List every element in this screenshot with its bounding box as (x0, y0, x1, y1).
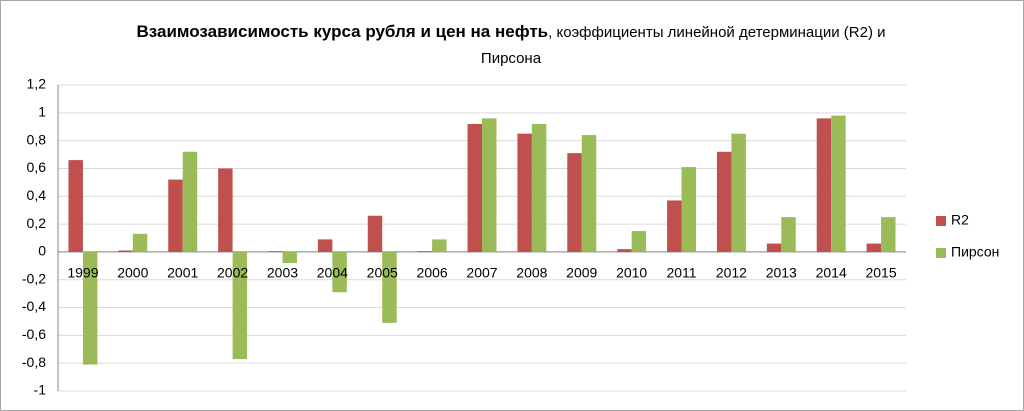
bar (716, 151, 732, 252)
bar (766, 243, 782, 252)
bar (268, 251, 283, 252)
bar (517, 133, 532, 252)
chart-subtitle: , коэффициенты линейной детерминации (R2… (480, 24, 886, 67)
legend-label: R2 (951, 212, 969, 228)
bar (467, 123, 482, 252)
y-tick-label: 1,2 (27, 76, 47, 92)
bar (482, 118, 497, 252)
bar (617, 249, 632, 252)
x-tick-label: 2001 (167, 265, 198, 281)
x-tick-label: 2005 (367, 265, 398, 281)
y-tick-label: -0,4 (22, 298, 46, 314)
bar (531, 123, 547, 252)
bar (731, 133, 746, 252)
x-tick-label: 2012 (716, 265, 747, 281)
bar (816, 118, 832, 252)
bar (432, 239, 447, 252)
chart-title: Взаимозависимость курса рубля и цен на н… (136, 22, 549, 41)
bar (367, 215, 383, 252)
x-tick-label: 2008 (516, 265, 547, 281)
x-tick-label: 2015 (865, 265, 896, 281)
bar (282, 251, 297, 264)
bar (382, 251, 397, 323)
bar (232, 251, 248, 360)
y-tick-label: -1 (34, 382, 47, 398)
bar (581, 135, 597, 252)
legend-label: Пирсон (951, 244, 999, 260)
bar (781, 217, 796, 252)
y-tick-label: -0,6 (22, 326, 46, 342)
bar (118, 250, 133, 252)
x-tick-label: 2002 (217, 265, 248, 281)
bar (417, 251, 433, 252)
bar (881, 217, 896, 252)
x-tick-label: 2006 (417, 265, 448, 281)
legend-swatch (936, 248, 946, 258)
bar (68, 160, 83, 252)
bar (332, 251, 347, 293)
bar (567, 153, 582, 252)
bar (182, 151, 198, 252)
x-tick-label: 2014 (816, 265, 847, 281)
x-tick-label: 2010 (616, 265, 647, 281)
x-tick-label: 2003 (267, 265, 298, 281)
y-tick-label: 0,4 (27, 187, 47, 203)
y-tick-label: 1 (38, 104, 46, 120)
x-tick-label: 1999 (67, 265, 98, 281)
chart-title-block: Взаимозависимость курса рубля и цен на н… (111, 19, 911, 72)
x-tick-label: 2011 (666, 265, 696, 281)
y-tick-label: 0 (38, 243, 46, 259)
bar (866, 243, 882, 252)
bar (631, 231, 647, 252)
bar (82, 251, 98, 365)
x-tick-label: 2007 (466, 265, 497, 281)
y-tick-label: 0,2 (27, 215, 47, 231)
x-tick-label: 2000 (117, 265, 148, 281)
x-tick-label: 2013 (766, 265, 797, 281)
bar (168, 179, 183, 252)
x-tick-label: 2009 (566, 265, 597, 281)
bar (831, 115, 846, 252)
x-tick-label: 2004 (317, 265, 348, 281)
bar (317, 239, 333, 252)
bar (218, 168, 233, 252)
legend-swatch (936, 216, 946, 226)
bar (667, 200, 682, 252)
y-tick-label: 0,8 (27, 131, 47, 147)
y-tick-label: 0,6 (27, 159, 47, 175)
bar (132, 233, 148, 252)
bar (681, 167, 696, 252)
y-tick-label: -0,2 (22, 270, 46, 286)
y-tick-label: -0,8 (22, 354, 46, 370)
